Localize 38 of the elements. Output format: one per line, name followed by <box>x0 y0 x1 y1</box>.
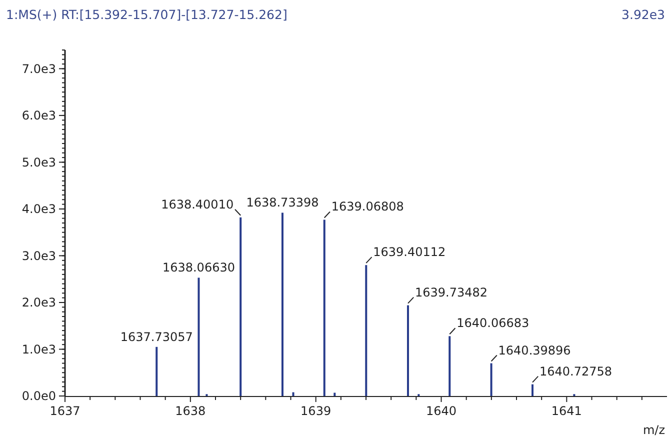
annotation: 1640.06683 <box>456 316 530 330</box>
x-tick-label: 1639 <box>300 404 332 418</box>
annotation: 1638.73398 <box>246 196 319 210</box>
annotation: 1638.06630 <box>162 260 235 275</box>
bar <box>281 212 284 396</box>
x-tick-label: 1640 <box>426 404 457 418</box>
x-tick-label: 1637 <box>50 404 80 418</box>
x-tick-label: 1641 <box>551 404 582 418</box>
bar <box>406 305 409 396</box>
bar <box>198 278 200 396</box>
bar <box>532 384 534 396</box>
annotation: 1640.39896 <box>498 343 571 358</box>
text: 3.92e3 <box>622 7 665 22</box>
annotation: 1638.40010 <box>161 197 234 212</box>
annotation: 1640.72758 <box>540 364 612 378</box>
annotation: 1639.06808 <box>331 200 404 214</box>
y-tick-label: 2.0e3 <box>22 296 56 310</box>
y-tick-label: 0.0e0 <box>22 389 56 404</box>
bar <box>292 392 294 396</box>
x-axis-title: m/z <box>642 423 665 437</box>
chart-title: 1:MS(+) RT:[15.392-15.707]-[13.727-15.262] <box>6 7 288 22</box>
annotation: 1639.40112 <box>373 245 446 260</box>
bar <box>323 220 326 396</box>
bar <box>334 392 336 396</box>
y-tick-label: 6.0e3 <box>22 108 56 123</box>
bar <box>156 346 158 396</box>
y-tick-label: 4.0e3 <box>22 202 56 216</box>
y-tick-label: 5.0e3 <box>22 155 56 170</box>
bar <box>365 265 368 396</box>
y-tick-label: 3.0e3 <box>22 248 56 263</box>
x-tick-label: 1638 <box>175 404 206 418</box>
bar <box>448 336 451 396</box>
bar <box>490 363 492 396</box>
y-tick-label: 1.0e3 <box>22 342 56 356</box>
annotation: 1639.73482 <box>414 285 488 300</box>
y-tick-label: 7.0e3 <box>22 62 56 76</box>
annotation: 1637.73057 <box>120 330 193 344</box>
bar <box>240 217 242 396</box>
